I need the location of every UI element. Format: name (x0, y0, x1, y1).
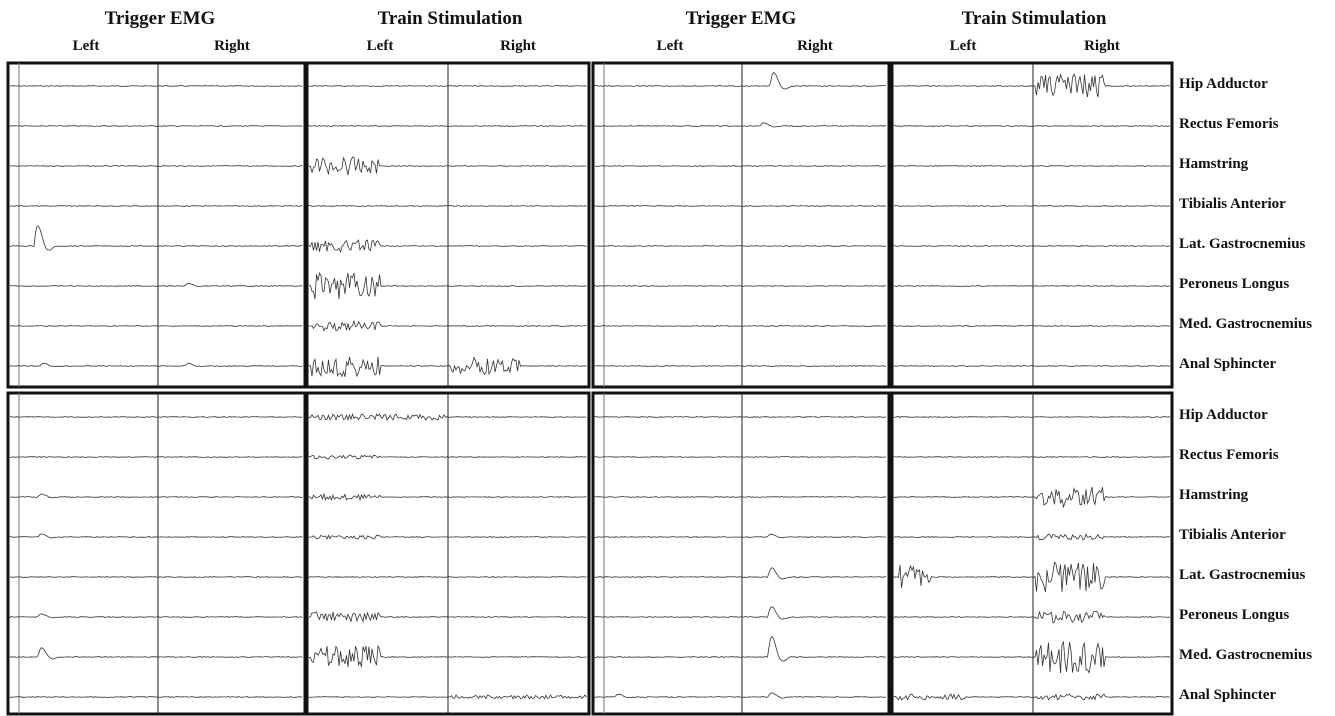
emg-trace (594, 567, 887, 580)
emg-trace (308, 272, 587, 300)
emg-trace (594, 635, 887, 662)
panel-frame (6, 61, 307, 389)
emg-trace (308, 412, 587, 421)
emg-trace (594, 606, 887, 620)
subheader-left-3: Left (656, 38, 684, 54)
emg-trace (308, 319, 587, 332)
emg-trace (9, 416, 303, 418)
muscle-label-top: Peroneus Longus (1179, 276, 1290, 292)
emg-trace (9, 325, 303, 327)
emg-trace (9, 205, 303, 207)
panel-frame (591, 391, 891, 716)
emg-trace (893, 416, 1171, 418)
emg-trace (594, 205, 887, 207)
panel-frame (890, 61, 1174, 389)
subheader-right-4: Right (1084, 38, 1120, 54)
muscle-label-top: Tibialis Anterior (1179, 196, 1286, 212)
emg-trace (893, 73, 1171, 98)
emg-trace (594, 122, 887, 128)
emg-trace (308, 454, 587, 460)
emg-trace (893, 561, 1171, 593)
muscle-label-bottom: Hamstring (1179, 487, 1249, 503)
header-train-stim-1: Train Stimulation (377, 8, 523, 29)
muscle-label-bottom: Anal Sphincter (1179, 687, 1277, 703)
emg-trace (594, 71, 886, 90)
muscle-label-bottom: Hip Adductor (1179, 407, 1268, 423)
emg-trace (594, 533, 886, 539)
emg-trace (9, 125, 303, 127)
emg-trace (10, 85, 303, 87)
muscle-label-bottom: Lat. Gastrocnemius (1179, 567, 1306, 583)
emg-trace (594, 692, 887, 699)
emg-trace (308, 576, 587, 578)
emg-trace (594, 496, 887, 498)
muscle-label-top: Hamstring (1179, 156, 1249, 172)
header-trigger-emg-2: Trigger EMG (685, 8, 797, 29)
emg-trace (893, 533, 1171, 541)
emg-trace (9, 225, 303, 251)
muscle-label-top: Lat. Gastrocnemius (1179, 236, 1306, 252)
emg-trace (9, 456, 303, 458)
emg-trace (893, 640, 1171, 674)
muscle-label-bottom: Tibialis Anterior (1179, 527, 1286, 543)
emg-trace (308, 356, 587, 378)
emg-trace (893, 125, 1171, 127)
emg-trace (308, 534, 587, 540)
emg-trace (308, 644, 587, 668)
emg-trace (308, 239, 587, 254)
panel-frame (6, 391, 307, 716)
emg-trace (893, 610, 1170, 624)
emg-trace (308, 492, 587, 502)
header-trigger-emg-1: Trigger EMG (104, 8, 216, 29)
emg-trace (308, 85, 587, 87)
emg-trace (308, 205, 587, 207)
muscle-label-bottom: Peroneus Longus (1179, 607, 1290, 623)
emg-trace (308, 125, 587, 127)
emg-trace (9, 165, 303, 167)
emg-trace (893, 245, 1170, 247)
emg-trace (308, 156, 587, 176)
emg-trace (893, 456, 1171, 458)
emg-trace (9, 696, 303, 698)
emg-trace (9, 533, 303, 539)
emg-trace (594, 325, 887, 328)
muscle-label-bottom: Rectus Femoris (1179, 447, 1279, 463)
emg-trace (893, 487, 1171, 509)
emg-trace (9, 493, 303, 499)
emg-trace (893, 325, 1171, 327)
muscle-label-top: Rectus Femoris (1179, 116, 1279, 132)
emg-trace (594, 365, 887, 367)
emg-trace (893, 205, 1171, 207)
muscle-label-top: Hip Adductor (1179, 76, 1268, 92)
muscle-label-top: Med. Gastrocnemius (1179, 316, 1313, 332)
subheader-right-1: Right (214, 38, 250, 54)
emg-trace (893, 693, 1171, 701)
header-train-stim-2: Train Stimulation (961, 8, 1107, 29)
emg-trace (594, 416, 887, 418)
emg-trace (9, 576, 303, 578)
emg-trace (9, 362, 303, 368)
emg-trace (595, 245, 887, 247)
subheader-left-1: Left (72, 38, 100, 54)
subheader-left-2: Left (366, 38, 394, 54)
panel-frame (890, 391, 1174, 716)
emg-trace (594, 165, 887, 167)
subheader-right-3: Right (797, 38, 833, 54)
emg-trace-grid (6, 61, 1174, 716)
muscle-label-top: Anal Sphincter (1179, 356, 1277, 372)
emg-trace (893, 365, 1171, 367)
emg-trace (893, 165, 1171, 167)
panel-frame (591, 61, 891, 389)
subheader-left-4: Left (949, 38, 977, 54)
muscle-label-bottom: Med. Gastrocnemius (1179, 647, 1313, 663)
emg-trace (308, 694, 587, 700)
emg-trace (9, 282, 303, 288)
emg-trace (594, 456, 886, 458)
emg-trace (9, 647, 303, 660)
emg-trace (893, 285, 1171, 287)
emg-trace (308, 611, 587, 623)
emg-trace (9, 613, 303, 619)
emg-trace (594, 284, 887, 287)
subheader-right-2: Right (500, 38, 536, 54)
